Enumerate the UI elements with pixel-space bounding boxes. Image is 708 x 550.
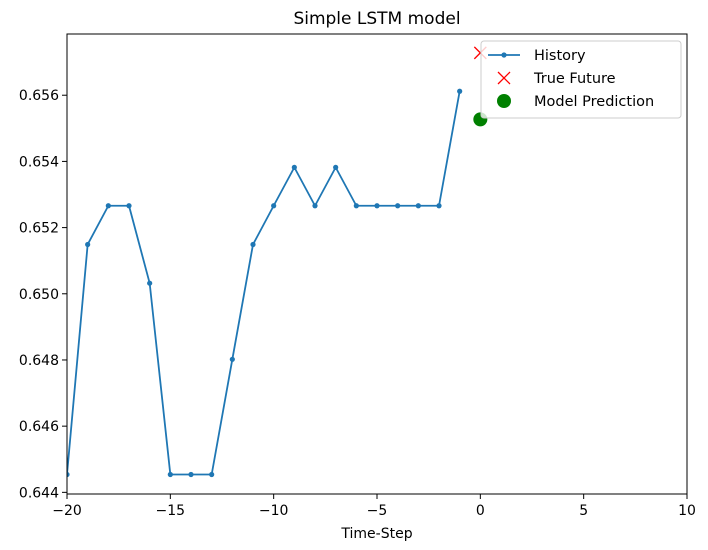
y-tick-label: 0.652 xyxy=(19,221,59,237)
data-point-history xyxy=(126,203,132,209)
data-point-history xyxy=(105,203,111,209)
y-tick-label: 0.648 xyxy=(19,353,59,369)
data-point-history xyxy=(147,280,153,286)
data-point-history xyxy=(395,203,401,209)
legend-entry-history: History xyxy=(488,48,586,64)
data-point-history xyxy=(271,203,277,209)
data-point-history xyxy=(229,356,235,362)
y-tick-label: 0.646 xyxy=(19,419,59,435)
data-point-history xyxy=(353,203,359,209)
legend-true-future-marker xyxy=(497,71,511,85)
x-axis-label: Time-Step xyxy=(340,526,412,542)
legend-label-model-prediction: Model Prediction xyxy=(534,94,654,110)
x-tick-label: −15 xyxy=(156,503,186,519)
x-tick-label: 0 xyxy=(476,503,485,519)
legend-entry-model-prediction: Model Prediction xyxy=(497,94,654,110)
legend: History True Future Model Prediction xyxy=(480,40,682,119)
data-point-history xyxy=(415,203,421,209)
data-point-history xyxy=(85,241,91,248)
data-point-history xyxy=(250,241,256,248)
data-point-history xyxy=(167,471,173,478)
legend-history-marker xyxy=(501,52,507,58)
data-point-history xyxy=(67,471,70,478)
series-line-history xyxy=(67,91,461,476)
legend-entry-true-future: True Future xyxy=(497,71,616,87)
data-point-history xyxy=(457,88,463,94)
x-tick-label: −5 xyxy=(367,503,388,519)
chart-title: Simple LSTM model xyxy=(293,9,460,29)
data-point-history xyxy=(374,203,380,209)
y-tick-label: 0.656 xyxy=(19,88,59,104)
legend-label-history: History xyxy=(534,48,586,64)
x-tick-label: −10 xyxy=(259,503,289,519)
x-tick-label: 5 xyxy=(579,503,588,519)
data-point-history xyxy=(291,164,297,170)
data-point-history xyxy=(436,203,442,209)
y-tick-label: 0.650 xyxy=(19,287,59,303)
legend-box xyxy=(480,40,682,119)
data-point-history xyxy=(188,471,194,478)
legend-label-true-future: True Future xyxy=(533,71,616,87)
data-point-history xyxy=(209,471,215,478)
y-tick-label: 0.654 xyxy=(19,154,59,170)
y-tick-label: 0.644 xyxy=(19,485,59,501)
data-point-history xyxy=(333,164,339,170)
x-tick-label: 10 xyxy=(678,503,696,519)
legend-model-prediction-marker xyxy=(497,94,511,108)
data-point-history xyxy=(312,203,318,209)
x-tick-label: −20 xyxy=(52,503,82,519)
